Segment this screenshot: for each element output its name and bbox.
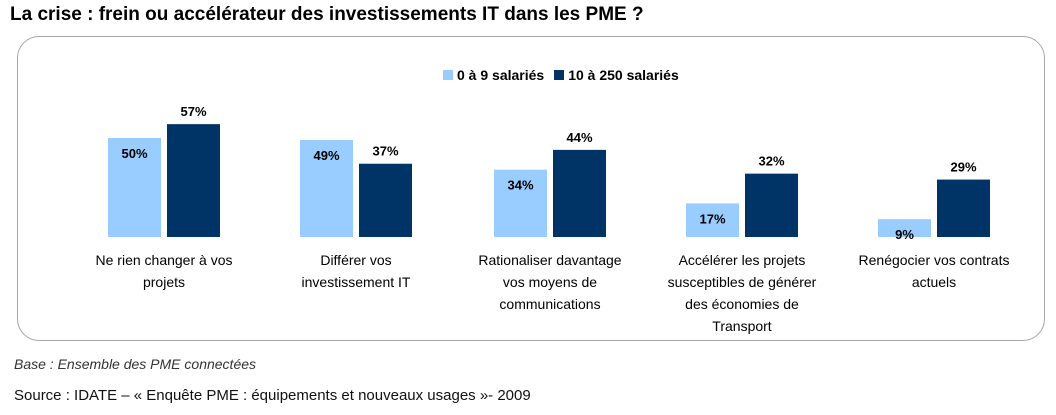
- data-label-series-1-cat-1: 50%: [121, 146, 147, 161]
- bar-series-1-cat-3: [494, 169, 547, 237]
- legend-label-series-1: 0 à 9 salariés: [457, 67, 545, 83]
- category-label-1: Ne rien changer à vos projets: [64, 249, 264, 293]
- category-label-4-line-3: des économies de: [685, 296, 799, 312]
- data-label-series-1-cat-4: 17%: [699, 211, 725, 226]
- data-label-series-2-cat-4: 32%: [758, 154, 784, 169]
- bar-series-2-cat-2: [359, 163, 412, 237]
- category-label-3: Rationaliser davantage vos moyens de commu…: [450, 249, 650, 315]
- legend-label-series-2: 10 à 250 salariés: [568, 67, 679, 83]
- bar-series-1-cat-1: [108, 138, 161, 237]
- legend-item-series-1: 0 à 9 salariés: [443, 67, 544, 83]
- data-label-series-2-cat-3: 44%: [566, 130, 592, 145]
- legend: 0 à 9 salariés 10 à 250 salariés: [443, 66, 689, 84]
- data-label-series-1-cat-5: 9%: [895, 227, 914, 242]
- category-label-4-line-4: Transport: [712, 318, 772, 334]
- category-label-5-line-2: actuels: [911, 274, 957, 290]
- data-label-series-2-cat-1: 57%: [180, 104, 206, 119]
- category-label-1-line-2: projets: [142, 274, 186, 290]
- footnote: Base : Ensemble des PME connectées: [14, 356, 257, 372]
- category-label-2-line-1: Différer vos: [320, 252, 392, 268]
- category-label-4-line-1: Accélérer les projets: [678, 252, 806, 268]
- bar-series-2-cat-3: [553, 149, 606, 237]
- legend-item-series-2: 10 à 250 salariés: [554, 67, 679, 83]
- category-label-3-line-3: communications: [499, 296, 601, 312]
- data-label-series-1-cat-2: 49%: [313, 148, 339, 163]
- category-label-4-line-2: susceptibles de générer: [667, 274, 817, 290]
- source-note: Source : IDATE – « Enquête PME : équipem…: [14, 387, 531, 404]
- category-label-3-line-2: vos moyens de: [502, 274, 598, 290]
- category-label-5: Renégocier vos contrats actuels: [834, 249, 1034, 293]
- bar-series-1-cat-5: [878, 219, 931, 237]
- bar-series-2-cat-1: [167, 124, 220, 237]
- category-label-5-line-1: Renégocier vos contrats: [858, 252, 1010, 268]
- data-label-series-2-cat-5: 29%: [950, 160, 976, 175]
- bar-series-2-cat-4: [745, 173, 798, 237]
- bar-series-1-cat-4: [686, 203, 739, 237]
- data-label-series-2-cat-2: 37%: [372, 144, 398, 159]
- category-label-3-line-1: Rationaliser davantage: [478, 252, 622, 268]
- bar-series-2-cat-5: [937, 179, 990, 237]
- chart-title: La crise : frein ou accélérateur des inv…: [10, 4, 644, 25]
- category-label-2: Différer vos investissement IT: [256, 249, 456, 293]
- category-label-2-line-2: investissement IT: [301, 274, 411, 290]
- legend-swatch-series-2: [554, 70, 565, 80]
- bar-series-1-cat-2: [300, 139, 353, 237]
- legend-swatch-series-1: [443, 70, 453, 80]
- data-label-series-1-cat-3: 34%: [507, 178, 533, 193]
- category-label-1-line-1: Ne rien changer à vos: [95, 252, 233, 268]
- category-label-4: Accélérer les projets susceptibles de gén…: [642, 249, 842, 337]
